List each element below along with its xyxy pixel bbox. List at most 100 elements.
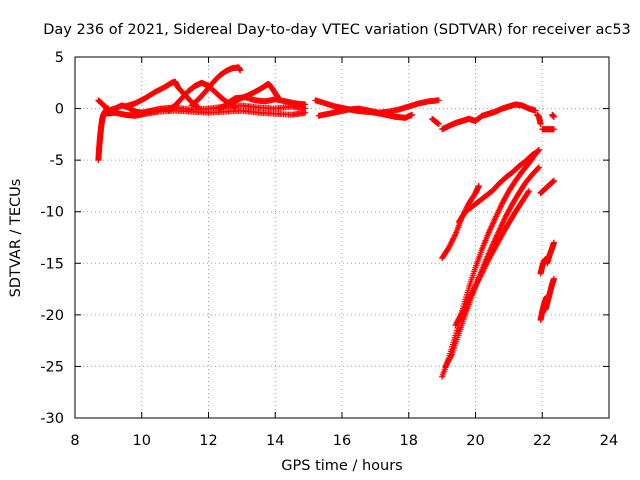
- data-point: [550, 239, 557, 246]
- series-evening-b: [439, 101, 539, 133]
- data-point: [465, 297, 472, 304]
- data-point: [451, 232, 458, 239]
- data-point: [302, 109, 309, 116]
- data-point: [472, 282, 479, 289]
- data-point: [467, 293, 474, 300]
- data-point: [537, 121, 544, 128]
- data-point: [525, 189, 532, 196]
- x-tick-label: 22: [533, 433, 551, 449]
- data-point: [451, 234, 458, 241]
- data-point: [450, 235, 457, 242]
- y-tick-label: -10: [40, 205, 64, 221]
- series-humps: [222, 94, 309, 108]
- data-point: [461, 305, 468, 312]
- series-tail-3: [544, 239, 557, 267]
- x-tick-label: 18: [400, 433, 418, 449]
- data-point: [550, 275, 557, 282]
- data-point: [525, 188, 532, 195]
- data-point: [195, 104, 202, 111]
- data-point: [471, 285, 478, 292]
- data-point: [471, 284, 478, 291]
- data-point: [447, 240, 454, 247]
- series-late-b: [539, 126, 557, 133]
- y-tick-label: -15: [40, 256, 64, 272]
- data-point: [532, 107, 539, 114]
- series-steep-5: [452, 188, 532, 329]
- chart-title: Day 236 of 2021, Sidereal Day-to-day VTE…: [43, 22, 631, 38]
- y-tick-label: -5: [50, 153, 64, 169]
- data-point: [469, 288, 476, 295]
- data-point: [535, 146, 542, 153]
- y-tick-label: 0: [55, 102, 64, 118]
- data-point: [475, 182, 482, 189]
- y-tick-label: -25: [40, 359, 64, 375]
- data-point: [463, 301, 470, 308]
- data-point: [483, 261, 490, 268]
- data-point: [302, 101, 309, 108]
- data-point: [550, 113, 557, 120]
- data-point: [482, 262, 489, 269]
- data-point: [409, 111, 416, 118]
- data-point: [535, 164, 542, 171]
- y-tick-label: -30: [40, 411, 64, 427]
- data-point: [449, 236, 456, 243]
- y-tick-label: -20: [40, 308, 64, 324]
- x-tick-label: 24: [600, 433, 618, 449]
- data-point: [477, 272, 484, 279]
- data-point: [461, 304, 468, 311]
- data-point: [466, 295, 473, 302]
- data-point: [479, 268, 486, 275]
- x-tick-label: 12: [199, 433, 217, 449]
- data-point: [481, 264, 488, 271]
- data-point: [480, 266, 487, 273]
- x-axis-label: GPS time / hours: [281, 458, 402, 474]
- data-point: [448, 352, 455, 359]
- data-point: [550, 126, 557, 133]
- y-axis-label: SDTVAR / TECUs: [8, 179, 24, 298]
- data-point: [474, 278, 481, 285]
- data-point: [465, 296, 472, 303]
- data-point: [473, 280, 480, 287]
- grid: [75, 57, 609, 418]
- x-tick-label: 14: [266, 433, 284, 449]
- series-late-c: [549, 111, 557, 120]
- series-arc-3: [188, 64, 244, 109]
- data-point: [435, 97, 442, 104]
- x-tick-label: 8: [70, 433, 79, 449]
- data-point: [473, 281, 480, 288]
- data-point: [475, 277, 482, 284]
- data-point: [479, 269, 486, 276]
- series-arc-1: [122, 78, 202, 111]
- data-point: [232, 104, 239, 111]
- series-late-a: [534, 111, 544, 128]
- series-midday-b: [315, 97, 442, 119]
- data-point: [435, 121, 442, 128]
- data-point: [459, 309, 466, 316]
- data-points: [95, 64, 557, 380]
- series-tail-5: [542, 275, 557, 313]
- series-baseline-b: [102, 107, 309, 119]
- data-point: [478, 270, 485, 277]
- data-point: [237, 67, 244, 74]
- data-point: [469, 289, 476, 296]
- data-point: [447, 242, 454, 249]
- data-point: [475, 276, 482, 283]
- data-point: [535, 165, 542, 172]
- x-tick-label: 10: [133, 433, 151, 449]
- data-point: [462, 303, 469, 310]
- y-axis-ticks: 5 0 -5 -10 -15 -20 -25 -30: [40, 50, 609, 427]
- series-evening-a: [429, 115, 442, 128]
- data-point: [470, 287, 477, 293]
- x-tick-label: 16: [333, 433, 351, 449]
- x-axis-ticks: 8 10 12 14 16 18 20 22 24: [70, 57, 618, 449]
- series-tail-1: [537, 177, 557, 197]
- data-point: [463, 300, 470, 307]
- data-point: [484, 258, 491, 265]
- y-tick-label: 5: [55, 50, 64, 66]
- data-point: [449, 238, 456, 245]
- data-point: [481, 265, 488, 272]
- data-point: [459, 308, 466, 315]
- data-point: [550, 177, 557, 184]
- data-point: [477, 273, 484, 280]
